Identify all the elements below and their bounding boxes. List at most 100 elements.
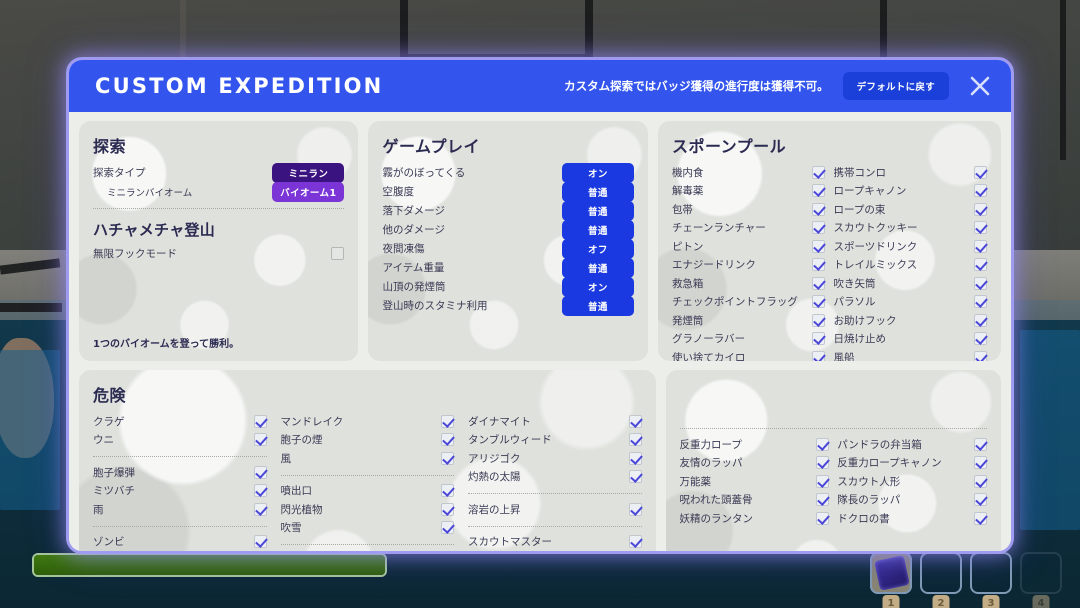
item-checkbox[interactable] <box>816 493 830 507</box>
item-checkbox[interactable] <box>974 221 987 235</box>
gameplay-panel: ゲームプレイ 霧がのぼってくる オン 空腹度 普通 落下ダメージ 普通 他のダメージ 普通 夜間… <box>368 121 647 361</box>
item-checkbox[interactable] <box>441 521 455 535</box>
dialog-body: 探索 探索タイプ ミニラン ミニランバイオーム バイオーム1 ハチャメチャ登山 … <box>69 112 1011 552</box>
item-checkbox[interactable] <box>812 221 826 235</box>
item-checkbox[interactable] <box>812 295 826 309</box>
item-label: グラノーラバー <box>671 333 746 346</box>
item-checkbox[interactable] <box>973 474 987 488</box>
exploration-biome-value[interactable]: バイオーム1 <box>272 181 345 202</box>
item-checkbox[interactable] <box>253 502 267 516</box>
item-label: ロープキャノン <box>833 185 907 198</box>
item-checkbox[interactable] <box>974 276 987 290</box>
item-checkbox[interactable] <box>812 165 826 179</box>
item-checkbox[interactable] <box>628 451 642 465</box>
item-checkbox[interactable] <box>812 332 826 346</box>
item-checkbox[interactable] <box>974 350 987 361</box>
item-checkbox[interactable] <box>974 332 987 346</box>
gameplay-option-value[interactable]: オン <box>561 162 634 183</box>
item-checkbox[interactable] <box>816 456 830 470</box>
item-checkbox[interactable] <box>974 295 987 309</box>
item-checkbox[interactable] <box>441 451 455 465</box>
item-checkbox[interactable] <box>974 165 987 179</box>
spawn-pool-item: 友情のラッパ <box>680 454 830 473</box>
item-checkbox[interactable] <box>812 239 826 253</box>
item-checkbox[interactable] <box>974 258 987 272</box>
spawn-pool-item: スポーツドリンク <box>833 237 987 256</box>
item-checkbox[interactable] <box>628 470 642 484</box>
item-checkbox[interactable] <box>974 313 987 327</box>
item-checkbox[interactable] <box>441 414 455 428</box>
item-label: 閃光植物 <box>280 503 323 516</box>
item-checkbox[interactable] <box>253 433 267 447</box>
hazard-group: マンドレイク 胞子の煙風 <box>281 412 455 468</box>
infinite-hook-checkbox[interactable] <box>331 247 345 260</box>
item-checkbox[interactable] <box>974 239 987 253</box>
ceiling-beam <box>1060 0 1066 160</box>
item-checkbox[interactable] <box>812 350 826 361</box>
item-checkbox[interactable] <box>812 313 826 327</box>
item-checkbox[interactable] <box>973 511 987 525</box>
ceiling-beam <box>585 0 593 60</box>
gameplay-option-value[interactable]: 普通 <box>561 181 634 202</box>
reset-to-default-button[interactable]: デフォルトに戻す <box>842 72 949 100</box>
item-checkbox[interactable] <box>974 202 987 216</box>
gameplay-option-value[interactable]: オン <box>561 276 634 297</box>
exploration-biome-row: ミニランバイオーム バイオーム1 <box>93 181 345 202</box>
spawn-pool-item: 万能薬 <box>680 472 830 491</box>
gameplay-row: 霧がのぼってくる オン <box>382 162 634 183</box>
hazard-group: 胞子爆弾 ミツバチ雨 <box>93 463 267 519</box>
item-label: スカウト人形 <box>837 475 901 488</box>
item-checkbox[interactable] <box>628 502 642 516</box>
item-label: 溶岩の上昇 <box>468 503 521 516</box>
item-checkbox[interactable] <box>974 184 987 198</box>
hazard-group: クラゲ ウニ <box>93 412 267 449</box>
divider <box>93 456 267 457</box>
gameplay-row: 夜間凍傷 オフ <box>382 238 634 259</box>
item-checkbox[interactable] <box>812 202 826 216</box>
hazard-item: ミツバチ <box>93 482 267 501</box>
hazard-item: ウニ <box>93 431 267 450</box>
divider <box>679 428 987 429</box>
item-checkbox[interactable] <box>628 433 642 447</box>
spawn-pool-item: パンドラの弁当箱 <box>837 435 987 454</box>
gameplay-option-value[interactable]: 普通 <box>561 219 634 240</box>
item-label: 使い捨てカイロ <box>671 351 746 361</box>
spawn-pool-item: 反重力ロープキャノン <box>837 454 987 473</box>
item-checkbox[interactable] <box>253 414 267 428</box>
item-checkbox[interactable] <box>816 437 830 451</box>
item-checkbox[interactable] <box>253 535 267 549</box>
item-label: 胞子の煙 <box>280 434 323 447</box>
item-label: 灼熱の太陽 <box>468 471 521 484</box>
gameplay-option-value[interactable]: 普通 <box>561 200 634 221</box>
gameplay-option-value[interactable]: オフ <box>561 238 634 259</box>
spawn-pool-item: 発煙筒 <box>672 311 826 330</box>
item-checkbox[interactable] <box>816 511 830 525</box>
gameplay-option-label: 山頂の発煙筒 <box>382 281 446 293</box>
item-checkbox[interactable] <box>253 465 267 479</box>
item-label: 吹き矢筒 <box>833 277 876 290</box>
item-checkbox[interactable] <box>816 474 830 488</box>
spawn-pool-item: グラノーラバー <box>672 330 826 349</box>
gameplay-option-value[interactable]: 普通 <box>561 295 634 316</box>
close-button[interactable] <box>965 71 995 101</box>
item-checkbox[interactable] <box>253 484 267 498</box>
chaos-climb-title: ハチャメチャ登山 <box>93 221 216 239</box>
hazard-item: 溶岩の上昇 <box>468 500 642 519</box>
item-checkbox[interactable] <box>812 276 826 290</box>
item-checkbox[interactable] <box>812 184 826 198</box>
hazard-item: ゾンビ <box>93 533 267 552</box>
item-checkbox[interactable] <box>812 258 826 272</box>
gameplay-row: 山頂の発煙筒 オン <box>382 276 634 297</box>
exploration-type-value[interactable]: ミニラン <box>272 162 345 183</box>
item-checkbox[interactable] <box>973 493 987 507</box>
item-checkbox[interactable] <box>973 437 987 451</box>
item-checkbox[interactable] <box>441 502 455 516</box>
item-checkbox[interactable] <box>441 433 455 447</box>
gameplay-option-value[interactable]: 普通 <box>561 257 634 278</box>
item-label: 隊長のラッパ <box>837 494 901 507</box>
item-checkbox[interactable] <box>628 414 642 428</box>
item-checkbox[interactable] <box>441 484 455 498</box>
item-label: パラソル <box>833 296 876 309</box>
item-checkbox[interactable] <box>628 535 642 549</box>
item-checkbox[interactable] <box>973 456 987 470</box>
